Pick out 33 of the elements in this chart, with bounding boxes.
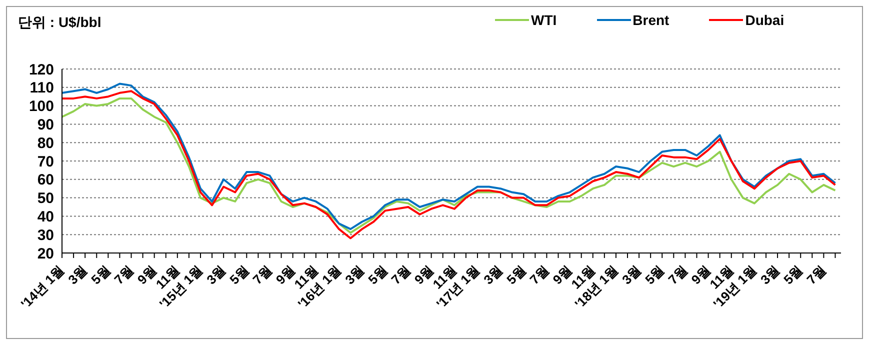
y-tick-label: 20: [37, 245, 54, 262]
x-tick-label: 3월: [65, 262, 90, 288]
x-tick-label: 5월: [780, 262, 806, 288]
y-tick-label: 90: [37, 116, 54, 134]
x-tick-label: 7월: [388, 262, 414, 288]
y-tick-label: 30: [37, 226, 54, 244]
x-tick-label: 3월: [480, 262, 506, 288]
x-tick-label: 7월: [804, 262, 829, 288]
y-axis-title: 단위 : U$/bbl: [18, 14, 102, 32]
y-tick-label: 60: [37, 172, 54, 189]
x-tick-label: 3월: [758, 262, 782, 288]
x-tick-label: 5월: [642, 262, 668, 288]
x-tick-label: 7월: [250, 262, 275, 288]
y-tick-label: 40: [37, 208, 54, 226]
x-tick-label: 3월: [342, 262, 368, 288]
legend-label: Brent: [632, 12, 670, 28]
y-tick-label: 80: [37, 134, 54, 152]
y-tick-label: 100: [28, 98, 54, 116]
x-tick-label: 5월: [504, 262, 529, 288]
x-tick-label: 5월: [88, 262, 114, 288]
y-tick-label: 120: [28, 61, 54, 78]
x-tick-label: 3월: [619, 262, 644, 288]
x-tick-label: 5월: [226, 262, 252, 288]
x-tick-label: 7월: [526, 262, 552, 288]
x-tick-label: 7월: [665, 262, 690, 288]
y-tick-label: 50: [37, 190, 54, 208]
y-tick-label: 70: [37, 153, 54, 170]
legend-label: Dubai: [745, 12, 784, 28]
legend-label: WTI: [531, 12, 557, 28]
x-tick-label: 5월: [365, 262, 390, 288]
x-tick-label: 7월: [111, 262, 136, 288]
x-tick-label: 3월: [204, 262, 229, 288]
y-tick-label: 110: [30, 80, 54, 97]
